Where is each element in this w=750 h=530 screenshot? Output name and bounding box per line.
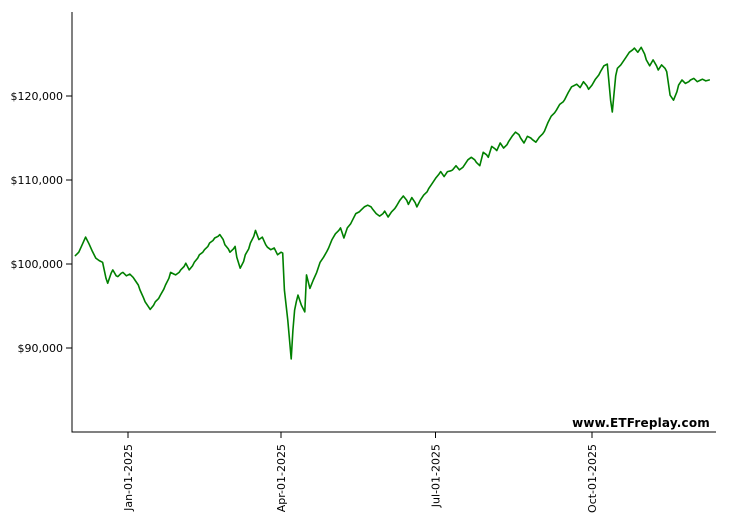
x-tick-label: Jan-01-2025: [122, 444, 135, 512]
chart-axes: [71, 12, 716, 433]
y-tick-label: $110,000: [11, 174, 64, 187]
x-tick-label: Jul-01-2025: [430, 444, 443, 508]
x-tick-label: Oct-01-2025: [586, 444, 599, 513]
portfolio-value-line: [74, 46, 711, 360]
x-tick-label: Apr-01-2025: [275, 444, 288, 512]
etfreplay-watermark: www.ETFreplay.com: [572, 416, 710, 430]
y-tick-label: $90,000: [18, 342, 64, 355]
y-tick-label: $100,000: [11, 258, 64, 271]
y-tick-label: $120,000: [11, 90, 64, 103]
